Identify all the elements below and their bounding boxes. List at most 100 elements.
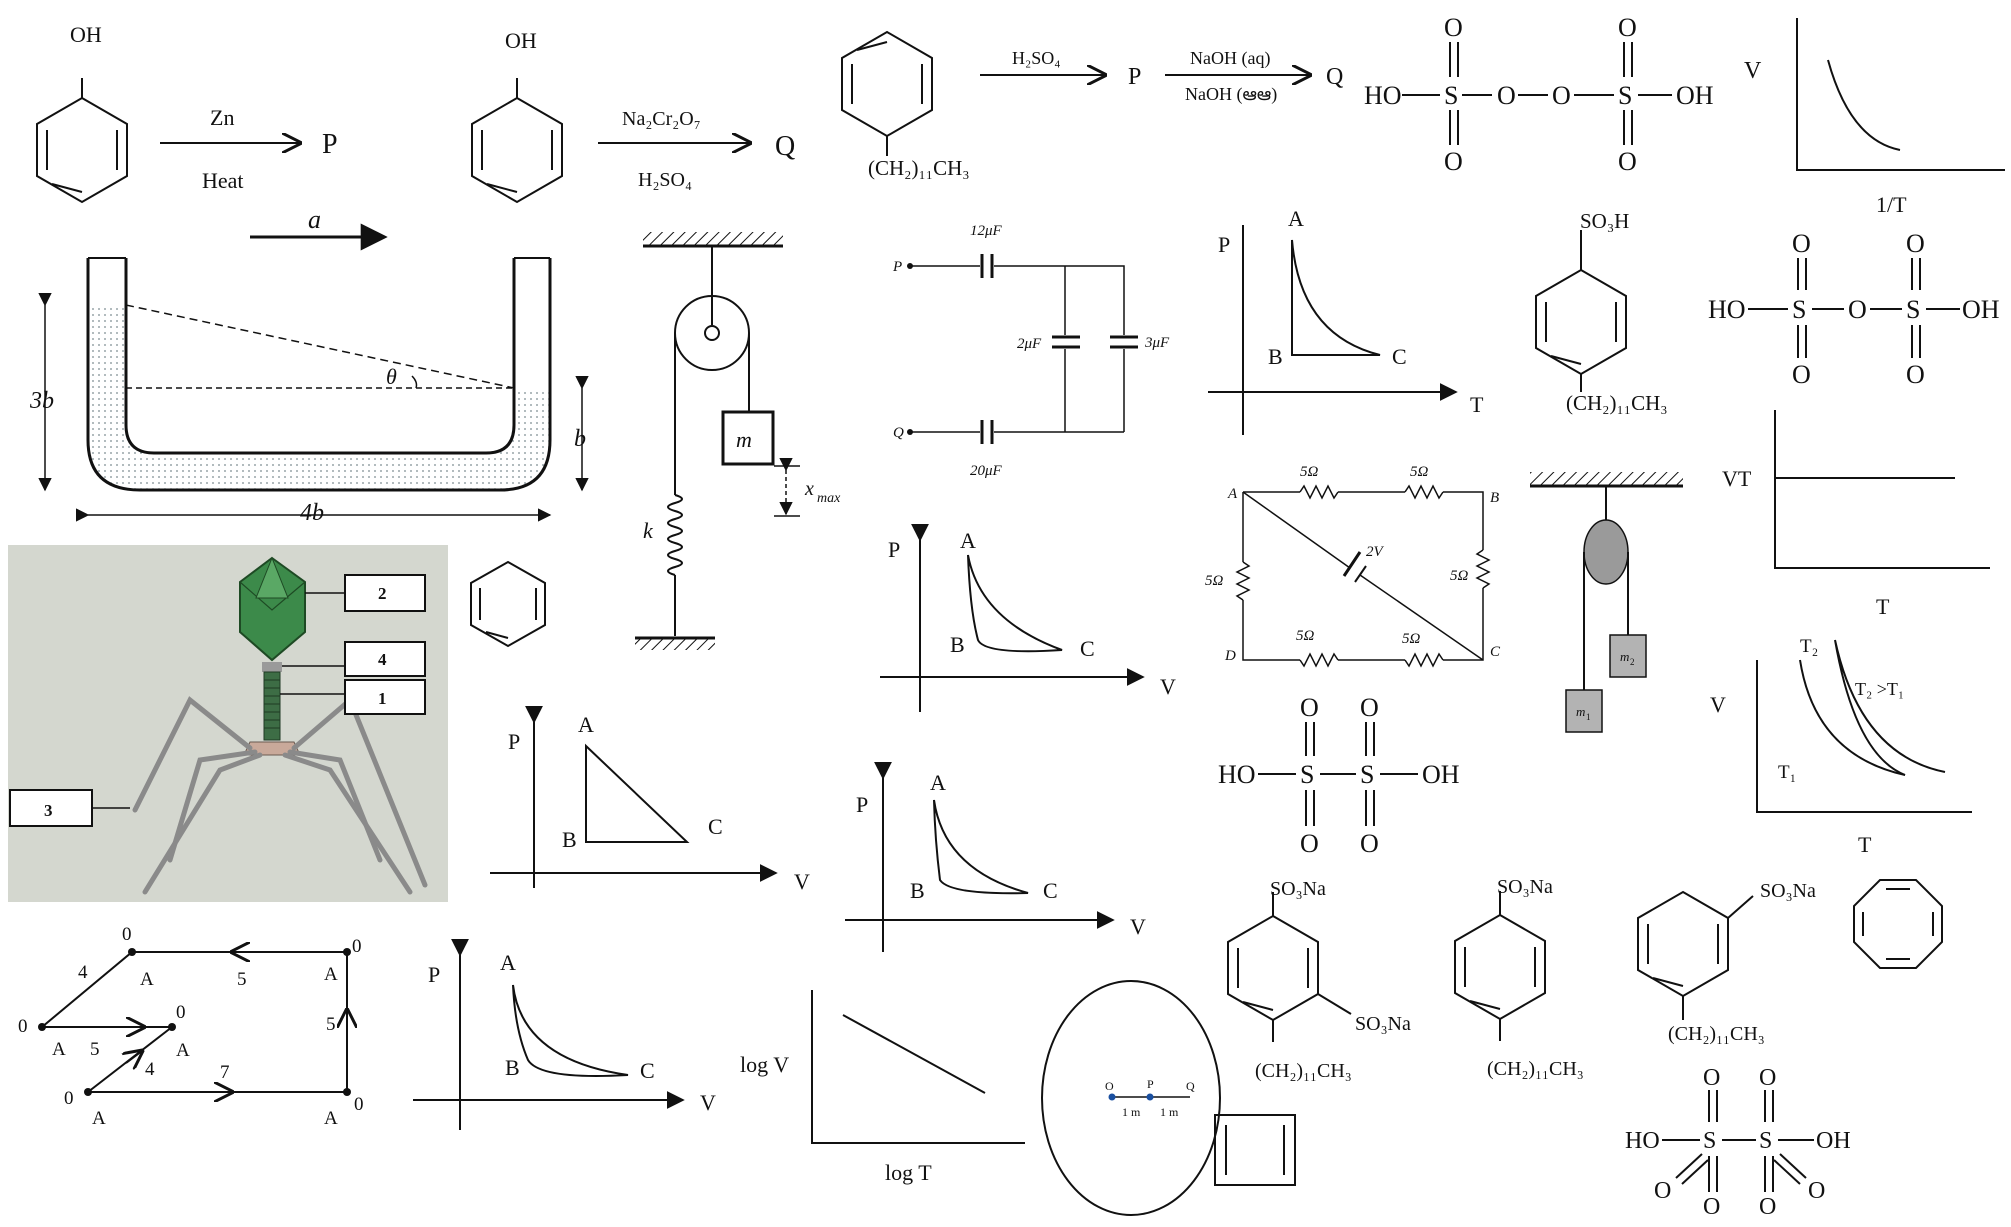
right-height-label: b <box>574 426 586 452</box>
capacitor-network: P Q 12μF 2μF 3μF 20μF <box>892 223 1170 479</box>
node-c-label: C <box>1490 644 1501 660</box>
node-value: 0 <box>176 1002 186 1023</box>
graph-pv-cycle-1: P V A B C <box>880 523 1176 712</box>
sulfonate-group-label: SO₃Na <box>1355 1013 1411 1035</box>
point-q-label: Q <box>1186 1079 1195 1093</box>
point-c-label: C <box>1080 636 1095 661</box>
resistor <box>1235 561 1251 601</box>
x-axis-label: V <box>1130 914 1146 939</box>
point-a-label: A <box>1288 206 1304 231</box>
y-axis-label: P <box>856 792 868 817</box>
hydroxyl-label: OH <box>505 28 537 53</box>
mass-one-subscript: 1 <box>1586 712 1591 722</box>
x-axis-label: log T <box>885 1160 932 1185</box>
oxygen-label: O <box>1792 360 1811 389</box>
resistor-label: 5Ω <box>1205 573 1224 589</box>
displacement-subscript: max <box>817 491 841 506</box>
resistor-label: 5Ω <box>1450 568 1469 584</box>
oxygen-label: O <box>1703 1065 1720 1091</box>
point-c-label: C <box>1392 344 1407 369</box>
dithionic-acid-1: HO S S OH O O O O <box>1218 693 1460 858</box>
liquid-fill <box>88 305 550 490</box>
graph-pv-cycle-3: P V A B C <box>413 938 716 1130</box>
bacteriophage-figure: 2 4 1 3 <box>8 545 448 902</box>
x-axis-label: T <box>1876 594 1890 619</box>
node-tag: A <box>92 1108 106 1129</box>
intermediate-label: P <box>1128 64 1141 90</box>
oxygen-label: O <box>1360 829 1379 858</box>
node-value: 0 <box>352 936 362 957</box>
mass-two-label: m <box>1620 649 1629 664</box>
reagent-label: Zn <box>210 105 234 130</box>
edge-weight: 7 <box>220 1062 230 1083</box>
hydroxyl-label: OH <box>1422 760 1460 789</box>
hydroxyl-label: HO <box>1364 81 1402 110</box>
capacitor-label: 2μF <box>1017 336 1042 352</box>
network-graph: 0 0 0 0 0 0 A A A A A A 4 5 5 4 7 5 <box>18 924 364 1129</box>
isobar-t1-label: T₁ <box>1778 762 1796 783</box>
oxygen-label: O <box>1300 829 1319 858</box>
spring-coil <box>667 494 683 576</box>
terminal-p-label: P <box>892 259 902 275</box>
oxygen-label: O <box>1759 1065 1776 1091</box>
capacitor-label: 20μF <box>970 463 1003 479</box>
oxygen-label: O <box>1552 81 1571 110</box>
resistor-label: 5Ω <box>1296 628 1315 644</box>
hydroxyl-label: HO <box>1625 1128 1660 1154</box>
point-c-label: C <box>1043 878 1058 903</box>
y-axis-label: P <box>1218 232 1230 257</box>
y-axis-label: VT <box>1722 466 1752 491</box>
alkyl-chain-label: (CH₂)₁₁CH₃ <box>1255 1060 1352 1082</box>
oxygen-label: O <box>1618 13 1637 42</box>
point-p-label: P <box>1147 1077 1154 1091</box>
emf-label: 2V <box>1366 544 1385 560</box>
meta-sodium-dodecylbenzene-sulfonate: SO₃Na (CH₂)₁₁CH₃ <box>1637 880 1816 1045</box>
oxygen-label: O <box>1906 229 1925 258</box>
oxygen-label: O <box>1300 693 1319 722</box>
sulfur-label: S <box>1360 760 1374 789</box>
point-b-label: B <box>505 1055 520 1080</box>
point-c-label: C <box>640 1058 655 1083</box>
node-value: 0 <box>64 1088 74 1109</box>
hydroxyl-label: OH <box>70 22 102 47</box>
edge-weight: 5 <box>237 969 247 990</box>
atwood-machine: m 1 m 2 <box>1530 472 1683 733</box>
oxygen-label: O <box>1808 1178 1825 1204</box>
x-axis-label: V <box>794 869 810 894</box>
graph-v-vs-t-isobars: V T T₂ T₁ T₂ >T₁ <box>1710 636 1972 857</box>
acceleration-label: a <box>308 205 321 234</box>
graph-pv-cycle-2: P V A B C <box>845 761 1146 952</box>
node-b-label: B <box>1490 490 1499 506</box>
alkyl-chain-label: (CH₂)₁₁CH₃ <box>868 156 970 180</box>
cyclobutadiene-square <box>1214 1114 1296 1186</box>
x-axis-label: V <box>700 1090 716 1115</box>
alkyl-chain-label: (CH₂)₁₁CH₃ <box>1668 1023 1765 1045</box>
resistor-label: 5Ω <box>1300 464 1319 480</box>
pyrosulfuric-acid: HO S O S OH O O O O <box>1708 229 2000 389</box>
graph-pv-triangle-cycle: P V A B C <box>490 705 810 894</box>
isobar-note: T₂ >T₁ <box>1855 679 1904 699</box>
node-value: 0 <box>18 1016 28 1037</box>
oxygen-label: O <box>1444 147 1463 176</box>
condition-label: Heat <box>202 168 244 193</box>
x-axis-label: V <box>1160 674 1176 699</box>
point-a-label: A <box>578 712 594 737</box>
accelerating-u-tube: a θ 3b b 4b <box>29 205 589 526</box>
resistor <box>1299 484 1339 500</box>
sulfur-label: S <box>1618 81 1632 110</box>
displacement-label: x <box>804 478 814 500</box>
graph-vt-vs-t: VT T <box>1722 410 1990 619</box>
oxygen-label: O <box>1703 1194 1720 1220</box>
reaction-phenol-zn: OH Zn Heat P <box>36 22 338 204</box>
sulfonate-group-label: SO₃Na <box>1760 880 1816 902</box>
sulfur-label: S <box>1444 81 1458 110</box>
oxygen-label: O <box>1360 693 1379 722</box>
oxygen-label: O <box>1444 13 1463 42</box>
sulfur-label: S <box>1759 1128 1772 1154</box>
reagent-label: Na₂Cr₂O₇ <box>622 108 701 130</box>
capacitor-label: 3μF <box>1144 335 1170 351</box>
resistor <box>1475 549 1491 589</box>
sodium-dodecylbenzene-sulfonate: SO₃Na (CH₂)₁₁CH₃ <box>1454 876 1584 1080</box>
node-tag: A <box>324 1108 338 1129</box>
distance-label: 1 m <box>1122 1105 1141 1119</box>
